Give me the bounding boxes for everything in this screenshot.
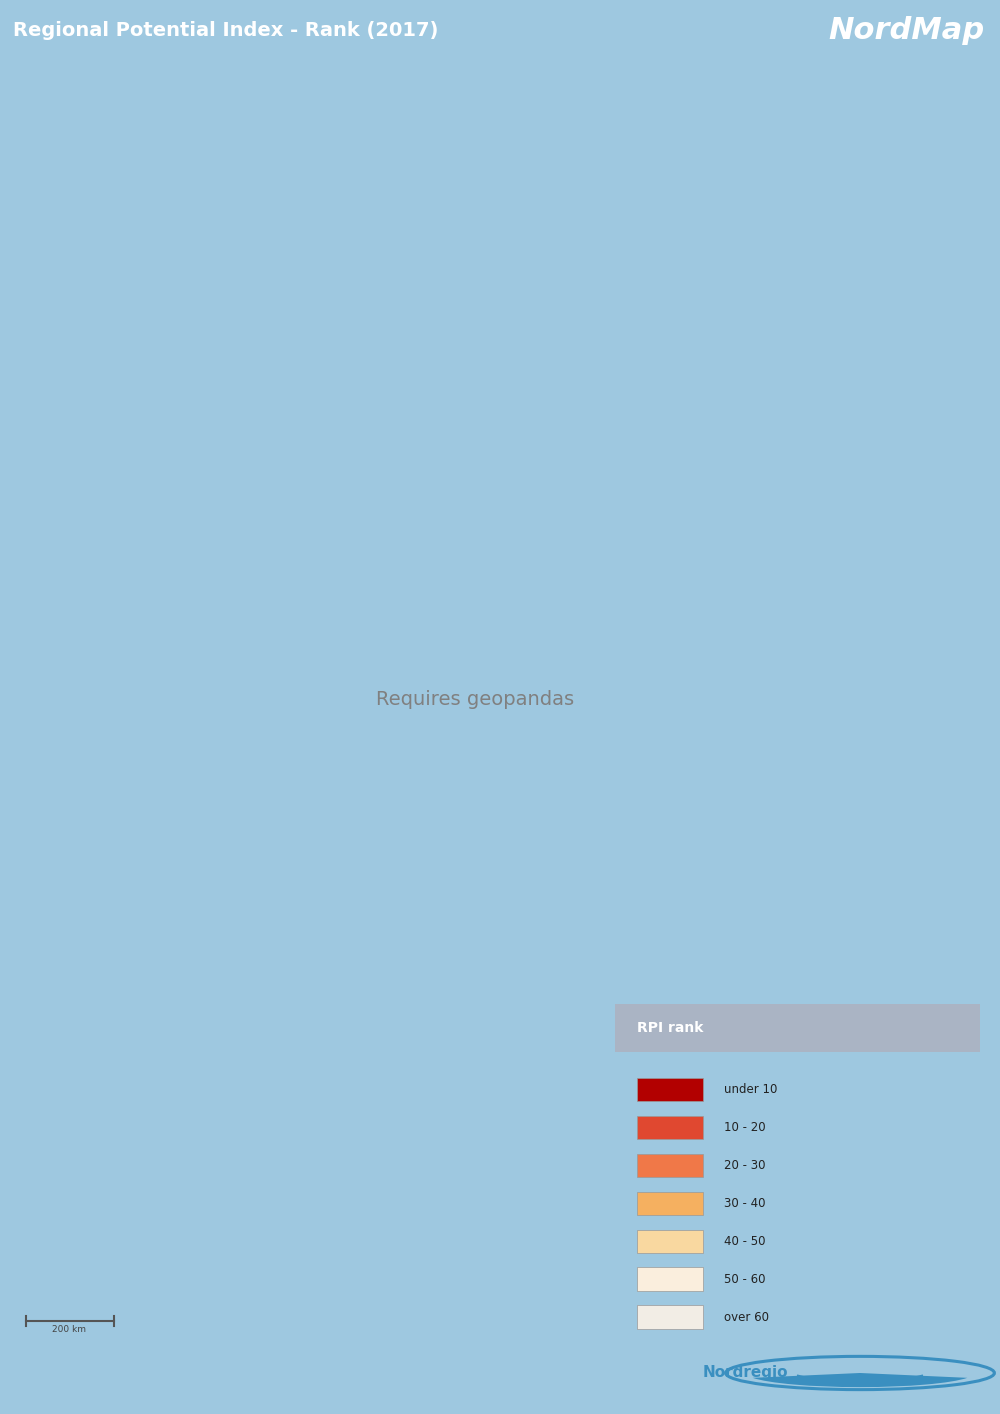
Text: under 10: under 10: [724, 1083, 778, 1096]
Text: 40 - 50: 40 - 50: [724, 1234, 766, 1247]
Text: 30 - 40: 30 - 40: [724, 1196, 766, 1210]
Bar: [637, 1267, 703, 1291]
Text: NordMap: NordMap: [829, 16, 985, 45]
Text: Regional Potential Index - Rank (2017): Regional Potential Index - Rank (2017): [13, 21, 438, 40]
Text: 10 - 20: 10 - 20: [724, 1121, 766, 1134]
Text: 200 km: 200 km: [52, 1325, 87, 1333]
Text: Requires geopandas: Requires geopandas: [376, 690, 574, 710]
Bar: [637, 1154, 703, 1176]
Text: Nordregio: Nordregio: [702, 1366, 788, 1380]
Text: RPI rank: RPI rank: [637, 1021, 703, 1035]
Wedge shape: [753, 1373, 967, 1387]
Bar: [637, 1230, 703, 1253]
Bar: [615, 1004, 980, 1052]
Bar: [637, 1305, 703, 1329]
Bar: [637, 1077, 703, 1102]
Text: 50 - 60: 50 - 60: [724, 1273, 766, 1285]
Bar: [637, 1116, 703, 1140]
Text: over 60: over 60: [724, 1311, 770, 1324]
Text: 20 - 30: 20 - 30: [724, 1159, 766, 1172]
Bar: [637, 1192, 703, 1215]
